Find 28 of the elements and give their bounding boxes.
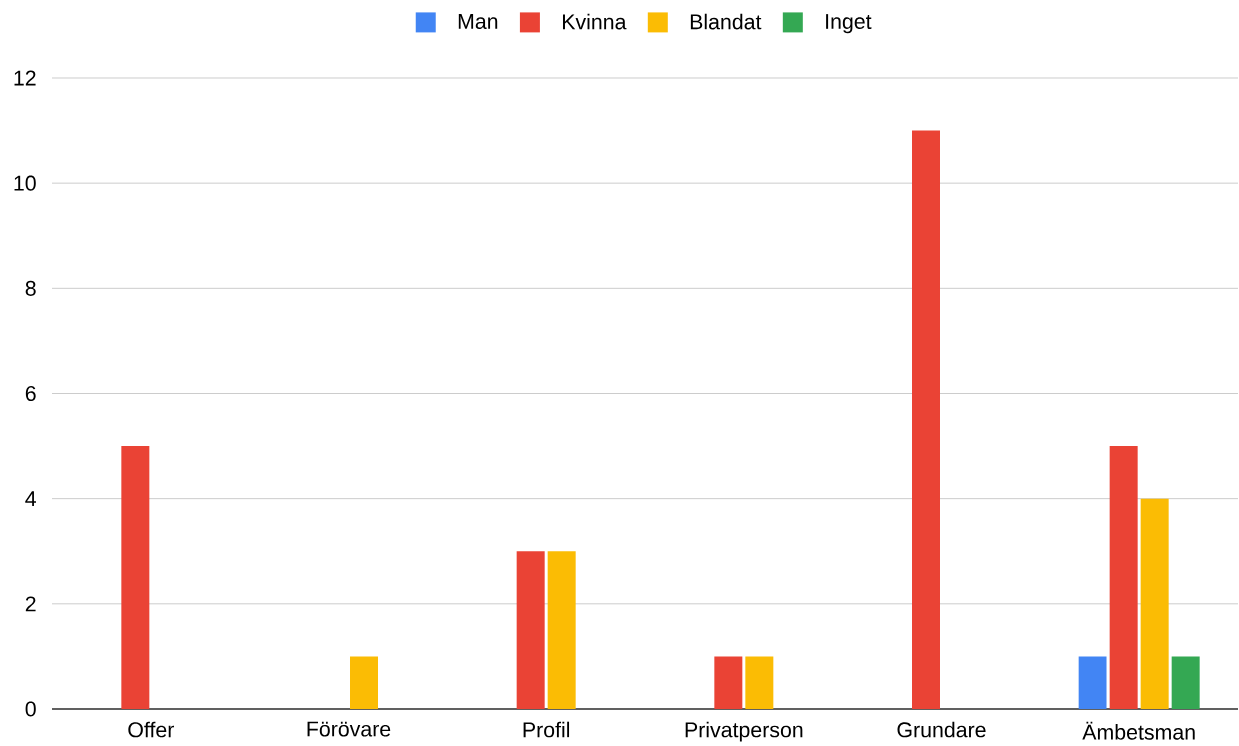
y-tick-label: 6 xyxy=(25,385,36,402)
bar xyxy=(121,446,150,709)
x-tick-label: Grundare xyxy=(897,721,986,738)
bar xyxy=(714,656,743,709)
x-tick-label: Profil xyxy=(523,721,570,738)
legend-label: Blandat xyxy=(690,13,762,30)
x-tick-label: Ämbetsman xyxy=(1082,721,1195,740)
y-tick-label: 4 xyxy=(25,491,36,506)
legend-label: Man xyxy=(458,14,498,30)
legend-label: Kvinna xyxy=(562,13,627,30)
bar xyxy=(912,130,940,709)
bar xyxy=(1078,656,1107,709)
y-tick-label: 8 xyxy=(25,280,36,296)
bar xyxy=(547,551,576,709)
bar xyxy=(516,551,545,709)
bar xyxy=(1109,446,1138,709)
bar xyxy=(350,656,379,709)
y-tick-label: 0 xyxy=(25,701,36,717)
x-tick-label: Privatperson xyxy=(685,721,803,742)
legend-label: Inget xyxy=(826,14,872,34)
bar xyxy=(745,656,774,709)
y-tick-label: 12 xyxy=(14,70,36,86)
x-tick-label: Offer xyxy=(128,721,175,738)
y-tick-label: 2 xyxy=(25,596,36,612)
bar xyxy=(1140,498,1169,709)
y-tick-label: 10 xyxy=(14,175,36,191)
x-tick-label: Förövare xyxy=(307,721,391,737)
bar xyxy=(1171,656,1200,709)
